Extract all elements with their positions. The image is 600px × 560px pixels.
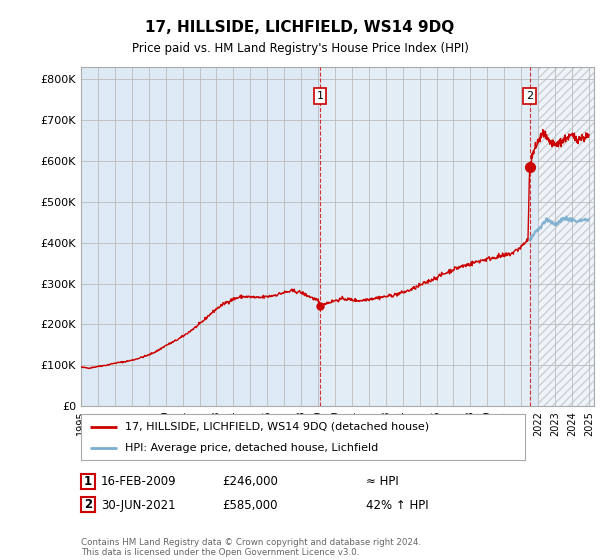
Text: 1: 1 — [317, 91, 323, 101]
Text: 17, HILLSIDE, LICHFIELD, WS14 9DQ (detached house): 17, HILLSIDE, LICHFIELD, WS14 9DQ (detac… — [125, 422, 430, 432]
Text: 17, HILLSIDE, LICHFIELD, WS14 9DQ: 17, HILLSIDE, LICHFIELD, WS14 9DQ — [145, 20, 455, 35]
Text: Price paid vs. HM Land Registry's House Price Index (HPI): Price paid vs. HM Land Registry's House … — [131, 42, 469, 55]
Text: Contains HM Land Registry data © Crown copyright and database right 2024.
This d: Contains HM Land Registry data © Crown c… — [81, 538, 421, 557]
Bar — [538, 67, 594, 406]
Text: £585,000: £585,000 — [222, 498, 277, 512]
Text: £246,000: £246,000 — [222, 475, 278, 488]
Bar — [538, 67, 594, 406]
Bar — [320, 67, 530, 406]
Text: 42% ↑ HPI: 42% ↑ HPI — [366, 498, 428, 512]
Text: 16-FEB-2009: 16-FEB-2009 — [101, 475, 176, 488]
Text: ≈ HPI: ≈ HPI — [366, 475, 399, 488]
Text: 2: 2 — [84, 498, 92, 511]
Text: HPI: Average price, detached house, Lichfield: HPI: Average price, detached house, Lich… — [125, 443, 379, 453]
Text: 30-JUN-2021: 30-JUN-2021 — [101, 498, 175, 512]
Text: 1: 1 — [84, 475, 92, 488]
Text: 2: 2 — [526, 91, 533, 101]
